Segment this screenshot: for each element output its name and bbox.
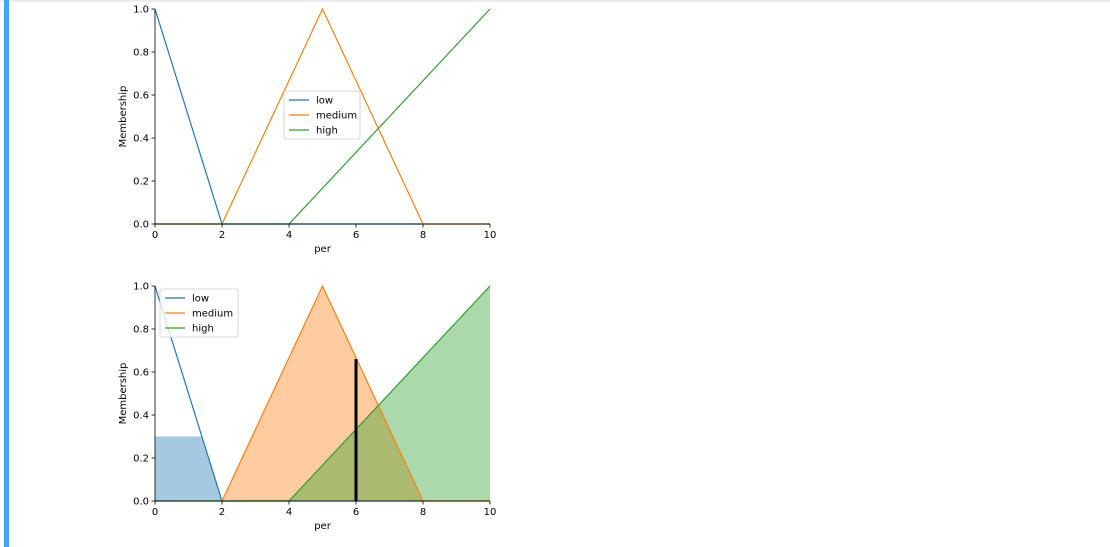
x-tick-label: 4 xyxy=(286,230,292,241)
x-tick-label: 6 xyxy=(353,230,359,241)
legend-label-high: high xyxy=(192,324,214,335)
y-tick-label: 0.8 xyxy=(133,48,149,59)
x-axis-label: per xyxy=(314,521,332,532)
x-tick-label: 8 xyxy=(420,507,426,518)
cell-selection-bar[interactable] xyxy=(4,0,9,547)
x-tick-label: 10 xyxy=(484,507,497,518)
y-tick-label: 1.0 xyxy=(133,282,149,293)
x-tick-label: 4 xyxy=(286,507,292,518)
y-tick-label: 0.2 xyxy=(133,177,149,188)
chart-legend: low medium high xyxy=(283,90,361,140)
y-tick-label: 0.6 xyxy=(133,91,149,102)
x-tick-label: 0 xyxy=(152,507,158,518)
y-tick-label: 0.6 xyxy=(133,368,149,379)
legend-frame xyxy=(283,90,361,140)
x-tick-label: 6 xyxy=(353,507,359,518)
y-tick-label: 0.0 xyxy=(133,497,149,508)
y-tick-label: 0.8 xyxy=(133,325,149,336)
y-tick-label: 0.4 xyxy=(133,411,149,422)
x-tick-label: 0 xyxy=(152,230,158,241)
y-axis-label: Membership xyxy=(118,86,129,148)
legend-label-low: low xyxy=(192,294,209,305)
x-tick-label: 2 xyxy=(219,230,225,241)
y-tick-label: 0.2 xyxy=(133,454,149,465)
legend-label-medium: medium xyxy=(192,309,233,320)
y-tick-label: 0.0 xyxy=(133,220,149,231)
legend-frame xyxy=(159,288,239,338)
x-axis-label: per xyxy=(314,244,332,255)
y-axis-label: Membership xyxy=(118,363,129,425)
scroll-shadow xyxy=(0,0,1110,3)
legend-label-low: low xyxy=(316,96,333,107)
x-tick-label: 8 xyxy=(420,230,426,241)
y-tick-label: 1.0 xyxy=(133,5,149,16)
y-tick-label: 0.4 xyxy=(133,134,149,145)
legend-label-high: high xyxy=(316,126,338,137)
chart-legend: low medium high xyxy=(159,288,239,338)
x-tick-label: 10 xyxy=(484,230,497,241)
x-tick-label: 2 xyxy=(219,507,225,518)
legend-label-medium: medium xyxy=(316,111,357,122)
area-fill-low xyxy=(155,436,222,501)
area-fill-medium xyxy=(222,286,423,501)
